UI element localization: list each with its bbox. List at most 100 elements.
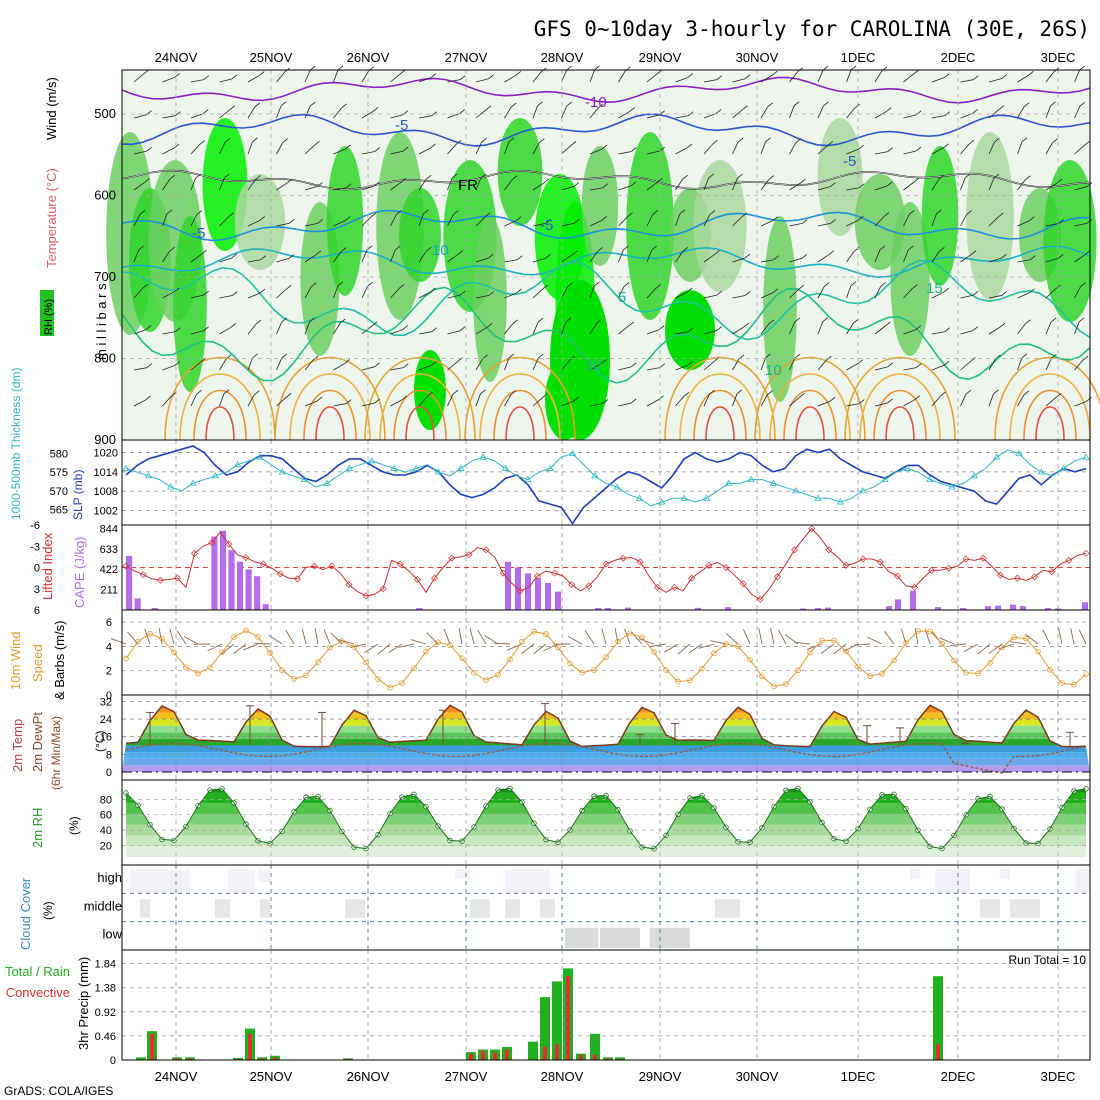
wind-barb: [703, 361, 715, 371]
wind-barb: [247, 259, 261, 263]
wind-barb: [589, 285, 595, 299]
wind-barb: [1028, 70, 1034, 76]
cross-section-ylabel: m i l l i b a r s Wind (m/s) Temperature (…: [40, 77, 109, 360]
wind-barb: [646, 73, 658, 83]
wind-barb: [798, 284, 805, 290]
lifted-tick: 6: [34, 605, 40, 617]
isotherm-label: -5: [540, 217, 553, 234]
wind-barb: [166, 209, 173, 215]
wind-barb: [874, 366, 888, 371]
wind-barb: [219, 393, 225, 407]
wind-barb: [317, 182, 323, 187]
wind-barb: [311, 282, 317, 287]
wind-barb: [589, 363, 602, 371]
wind-barb: [618, 325, 629, 335]
wind-barb: [675, 364, 688, 371]
lifted-index-point: [602, 560, 610, 568]
wind-barb: [817, 286, 825, 299]
lifted-index-point: [499, 569, 507, 577]
pressure-tick: 500: [94, 106, 116, 121]
wind-barb: [370, 212, 377, 218]
wind-axis-label: Speed: [30, 644, 45, 682]
wind-barb: [344, 359, 350, 364]
wind-barb: [430, 143, 436, 149]
wind-barb: [219, 216, 229, 227]
wind-barb: [817, 254, 829, 263]
wind-barb: [1078, 317, 1085, 323]
lifted-index-point: [893, 572, 901, 580]
date-label-top: 24NOV: [155, 50, 198, 65]
precip-total-bar: [615, 1057, 625, 1060]
wind-barb: [475, 78, 489, 83]
rh-tick: 20: [100, 840, 112, 852]
wind-barb: [874, 185, 888, 191]
wind-barb: [255, 175, 261, 180]
wind-speed-point: [423, 648, 429, 655]
wind-barb: [190, 79, 204, 83]
wind-barb: [372, 107, 379, 112]
wind-barb: [304, 69, 311, 83]
wind-barb: [276, 182, 288, 191]
isotherm-line: [121, 286, 1091, 384]
wind-legend-label: Wind (m/s): [44, 77, 59, 140]
thickness-point: [546, 464, 554, 471]
cloud-axis-label: (%): [41, 901, 55, 920]
wind-barb: [252, 137, 258, 143]
wind-barb: [909, 210, 915, 215]
wind-barb: [1058, 219, 1064, 224]
wind-barb: [914, 395, 921, 401]
wind-barb: [516, 288, 522, 294]
temperature-contour: [303, 389, 357, 441]
wind-barb: [760, 220, 774, 227]
wind-barb: [532, 321, 539, 335]
wind-barb: [145, 395, 151, 401]
wind-barb: [589, 107, 599, 119]
cape-bar: [1055, 608, 1061, 610]
lifted-index-point: [1065, 556, 1073, 564]
wind-barb: [561, 254, 573, 263]
rh-band: [126, 813, 1086, 825]
wind-barb: [589, 403, 603, 407]
wind-barb-10m: [521, 643, 535, 655]
wind-barb: [133, 399, 146, 407]
cloud-high-fill: [455, 869, 470, 880]
wind-barb: [879, 245, 886, 251]
wind-barb: [447, 254, 459, 263]
wind-barb: [453, 210, 459, 215]
wind-barb: [567, 282, 573, 287]
lifted-index-point: [396, 560, 404, 568]
wind-barb: [396, 210, 402, 215]
wind-barb: [1017, 220, 1030, 227]
wind-barb: [794, 317, 800, 323]
wind-barb: [994, 137, 1000, 143]
rh-legend-swatch: [40, 290, 54, 336]
dewpoint-line: [125, 742, 1087, 774]
wind-speed-point: [123, 655, 129, 662]
wind-barb: [573, 218, 580, 224]
wind-barb: [459, 109, 465, 114]
wind-barb: [618, 402, 632, 407]
date-label-top: 29NOV: [639, 50, 682, 65]
wind-barb: [793, 101, 800, 107]
cape-tick: 633: [100, 544, 118, 556]
wind-barb: [960, 177, 966, 191]
wind-barb: [960, 214, 967, 227]
thickness-point: [1059, 464, 1068, 471]
wind-barb: [162, 250, 171, 263]
lifted-index-point: [739, 580, 747, 588]
cape-bar: [815, 608, 821, 610]
wind-barb: [874, 325, 886, 335]
wind-barb: [400, 177, 407, 183]
wind-barb: [288, 254, 295, 259]
wind-barb-10m: [833, 643, 847, 655]
wind-barb: [219, 295, 233, 299]
temperature-contour: [705, 406, 735, 441]
wind-barb: [333, 403, 347, 407]
wind-barb: [374, 147, 381, 152]
cloud-high-fill: [1075, 869, 1090, 894]
wind-barb: [337, 65, 344, 71]
wind-barb: [732, 358, 740, 371]
wind-barb: [315, 250, 322, 256]
wind-barb: [703, 214, 711, 227]
isotherm-line: [121, 76, 1091, 104]
